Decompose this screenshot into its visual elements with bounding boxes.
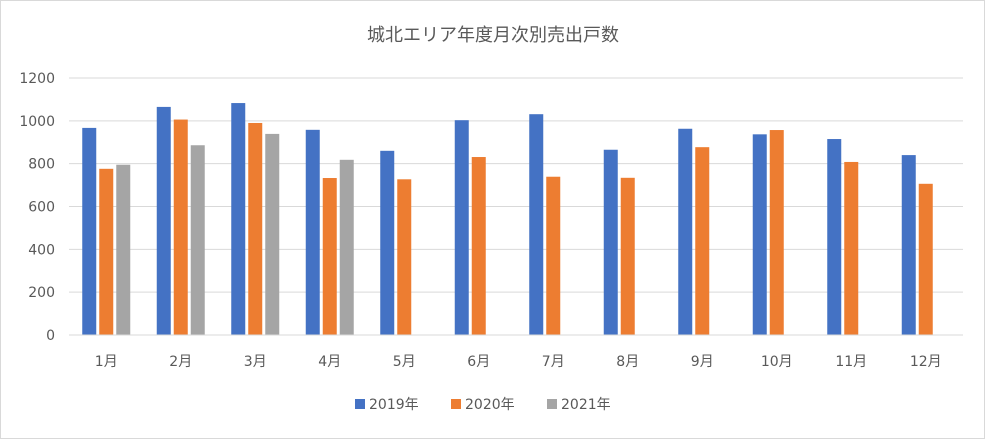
bar-2020年-10月 [769,130,784,335]
y-tick-label: 600 [28,200,55,216]
bar-2019年-4月 [305,129,320,335]
bar-2020年-9月 [695,147,710,335]
legend-swatch [547,399,557,409]
bar-2019年-10月 [752,134,767,335]
y-tick-label: 0 [46,328,55,344]
bar-2020年-12月 [918,183,933,335]
bar-2020年-4月 [322,178,337,335]
chart-title: 城北エリア年度月次別売出戸数 [367,25,619,46]
legend-label: 2020年 [465,397,515,413]
bar-2019年-8月 [603,149,618,335]
bar-2021年-3月 [265,133,280,335]
bar-2020年-1月 [99,168,114,335]
x-axis: 1月 2月 3月 4月 5月 6月 7月 8月 9月 10月 11月 12月 [69,334,963,370]
legend: 2019年 2020年 2021年 [355,397,611,413]
bar-2019年-5月 [380,150,395,335]
bar-2020年-6月 [471,157,486,335]
bar-2019年-1月 [82,127,97,335]
y-tick-label: 1200 [19,71,55,87]
bar-2020年-8月 [620,177,635,335]
bar-2020年-11月 [844,161,859,335]
x-tick-label: 6月 [467,354,490,370]
legend-swatch [451,399,461,409]
bar-2020年-7月 [546,176,561,335]
bar-2020年-5月 [397,179,412,335]
legend-swatch [355,399,365,409]
y-tick-label: 800 [28,157,55,173]
x-tick-label: 5月 [393,354,416,370]
y-axis: 0 200 400 600 800 1000 1200 [19,71,55,344]
bar-2019年-11月 [827,139,842,335]
bar-2019年-9月 [678,128,693,335]
x-tick-label: 12月 [910,354,942,370]
x-tick-label: 10月 [761,354,793,370]
gridlines [69,77,963,336]
bar-2021年-1月 [116,164,131,335]
x-tick-label: 3月 [244,354,267,370]
legend-label: 2019年 [369,397,419,413]
bar-2020年-3月 [248,122,263,335]
x-tick-label: 4月 [318,354,341,370]
bar-2019年-7月 [529,114,544,335]
x-tick-label: 8月 [616,354,639,370]
bar-2020年-2月 [173,119,188,335]
bar-2021年-2月 [190,145,205,335]
x-tick-label: 2月 [169,354,192,370]
bar-2019年-12月 [901,155,916,335]
bar-2019年-2月 [156,106,171,335]
y-tick-label: 200 [28,285,55,301]
x-tick-label: 9月 [691,354,714,370]
y-tick-label: 400 [28,242,55,258]
bar-2019年-6月 [454,120,469,336]
x-tick-label: 11月 [835,354,867,370]
x-tick-label: 1月 [95,354,118,370]
bars [82,103,933,336]
x-tick-label: 7月 [542,354,565,370]
bar-2021年-4月 [339,159,354,335]
bar-2019年-3月 [231,103,246,336]
y-tick-label: 1000 [19,114,55,130]
legend-label: 2021年 [561,397,611,413]
